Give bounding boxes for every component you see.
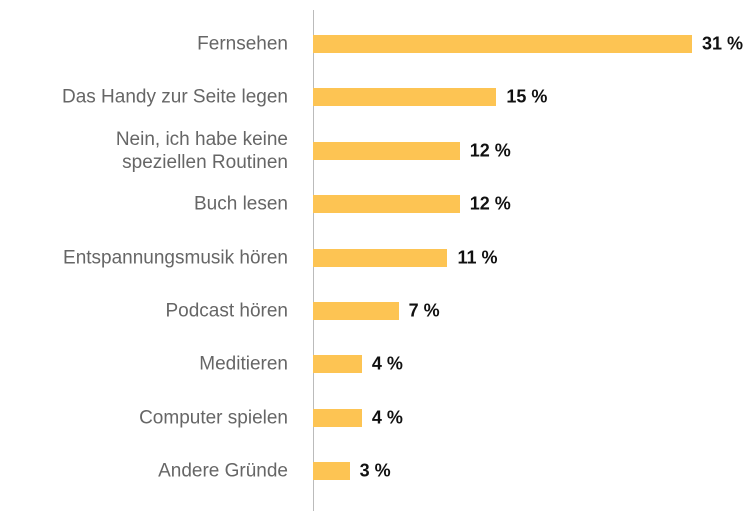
- value-label: 15 %: [506, 86, 548, 107]
- bar: [313, 302, 399, 320]
- bar: [313, 408, 362, 427]
- value-label: 7 %: [408, 300, 440, 321]
- bar: [313, 88, 497, 107]
- category-label: Podcast hören: [165, 300, 288, 322]
- bar: [313, 141, 460, 160]
- category-label: Entspannungsmusik hören: [63, 247, 288, 269]
- category-label: Nein, ich habe keine speziellen Routinen: [115, 128, 288, 173]
- value-label: 4 %: [371, 353, 403, 374]
- bar: [313, 462, 350, 481]
- category-label: Andere Gründe: [158, 460, 288, 482]
- value-label: 3 %: [359, 460, 391, 481]
- bar: [313, 195, 460, 214]
- value-label: 12 %: [469, 193, 511, 214]
- category-label: Fernsehen: [197, 33, 288, 55]
- bar: [313, 35, 692, 53]
- bar: [313, 248, 448, 267]
- category-label: Meditieren: [199, 353, 288, 375]
- value-label: 31 %: [702, 33, 744, 54]
- category-label: Das Handy zur Seite legen: [61, 86, 288, 108]
- value-label: 11 %: [457, 247, 498, 268]
- value-label: 12 %: [469, 140, 511, 161]
- category-label: Computer spielen: [139, 407, 288, 429]
- value-label: 4 %: [371, 407, 403, 428]
- category-label: Buch lesen: [193, 193, 288, 215]
- bar: [313, 355, 362, 374]
